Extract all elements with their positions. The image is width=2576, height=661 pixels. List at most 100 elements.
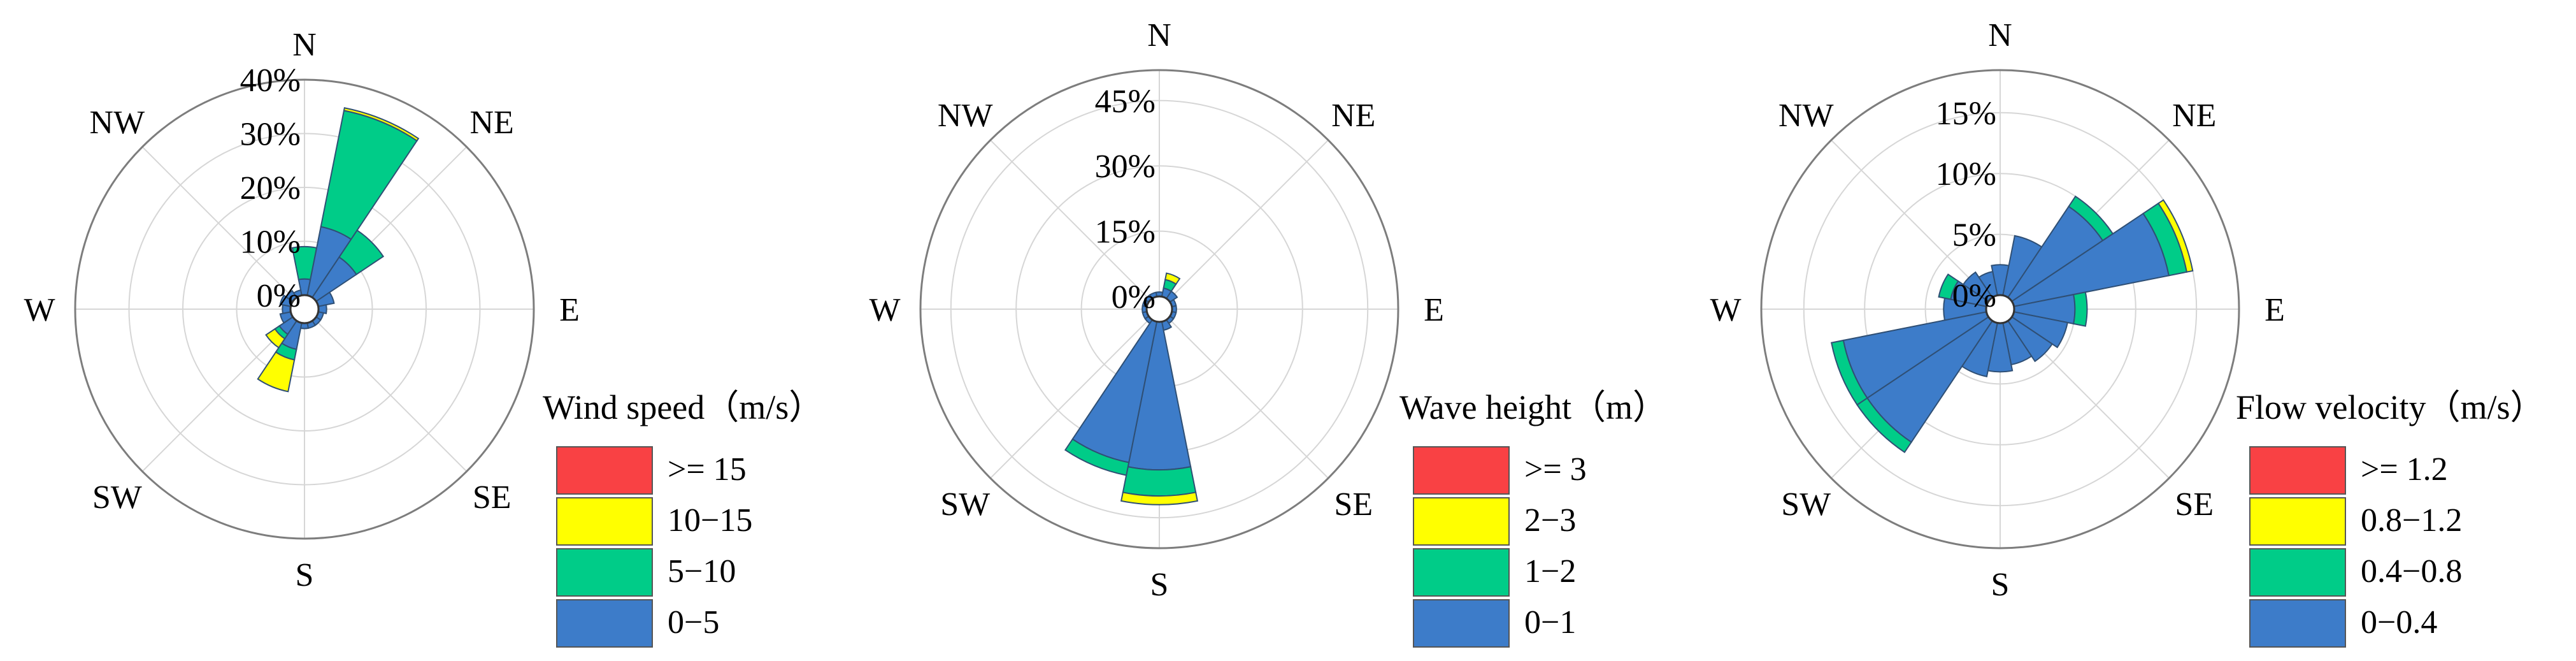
radial-tick-label: 0% — [1112, 279, 1156, 316]
direction-label: NE — [1331, 98, 1375, 134]
legend: Flow velocity（m/s） >= 1.2 0.8−1.2 0.4−0.8 0−… — [2236, 388, 2545, 648]
bar-segment — [265, 328, 286, 349]
direction-label: SW — [1781, 486, 1831, 523]
legend-swatch — [2249, 497, 2346, 546]
direction-label: E — [559, 292, 580, 328]
direction-label: W — [869, 292, 900, 328]
legend-swatch — [556, 599, 653, 648]
legend-label: 0.4−0.8 — [2361, 553, 2462, 590]
radial-tick-label: 45% — [1095, 84, 1156, 120]
direction-label: S — [296, 557, 314, 593]
legend-label: 5−10 — [668, 553, 736, 590]
radial-tick-label: 5% — [1952, 217, 1996, 254]
bars — [257, 107, 420, 393]
bar-segment — [2157, 199, 2194, 273]
grid-ring — [1803, 112, 2198, 507]
legend-swatch — [556, 497, 653, 546]
direction-label: W — [1710, 292, 1741, 328]
bar-segment — [343, 107, 420, 142]
wind-rose-1: 0% 10% 20% 30% 40%N NE E SE S SW W NW Wind speed（m/s… — [24, 27, 823, 648]
spoke-line — [990, 140, 1151, 301]
direction-label: N — [292, 27, 317, 63]
legend: Wind speed（m/s） >= 15 10−15 5−10 0−5 — [543, 388, 823, 648]
bar-segment — [1938, 273, 1959, 300]
wind-rose-3: 0% 5% 10% 15% N NE E SE S SW W NW Flow velocity（m/s）… — [1710, 17, 2545, 648]
direction-label: NE — [2172, 98, 2216, 134]
polar-grid — [74, 78, 535, 540]
radial-tick-label: 20% — [240, 170, 301, 207]
direction-label: SE — [473, 479, 512, 516]
legend-swatch — [556, 446, 653, 495]
radial-tick-label: 10% — [1936, 156, 1996, 192]
spoke-line — [1831, 140, 1991, 300]
grid-ring — [950, 99, 1369, 519]
grid-ring — [128, 133, 481, 486]
legend-swatch — [1413, 548, 1510, 597]
direction-label: SW — [940, 486, 990, 523]
radial-tick-label: 30% — [1095, 149, 1156, 185]
direction-label: NW — [1778, 98, 1834, 134]
bar-segment — [1122, 466, 1197, 497]
grid-ring — [182, 187, 427, 432]
center-hole — [289, 294, 320, 324]
legend-label: >= 1.2 — [2361, 451, 2448, 488]
direction-label: SE — [1334, 486, 1373, 523]
legend-swatch — [1413, 599, 1510, 648]
direction-label: N — [1147, 17, 1171, 54]
bar-segment — [1064, 438, 1130, 476]
direction-label: NW — [938, 98, 993, 134]
direction-label: W — [24, 292, 55, 328]
direction-label: NW — [90, 105, 145, 141]
spoke-line — [990, 317, 1151, 479]
bar-segment — [2072, 291, 2088, 327]
direction-label: S — [1150, 567, 1169, 603]
center-hole — [1985, 294, 2015, 324]
bar-segment — [1120, 491, 1199, 505]
legend-label: 0−1 — [1524, 604, 1576, 641]
legend-label: 0−5 — [668, 604, 719, 641]
legend-title: Flow velocity（m/s） — [2236, 388, 2545, 426]
bar-segment — [338, 229, 385, 275]
bar-segment — [257, 351, 296, 393]
radial-tick-label: 0% — [257, 278, 301, 314]
legend-label: >= 3 — [1524, 451, 1587, 488]
legend-swatch — [556, 548, 653, 597]
legend: Wave height（m） >= 3 2−3 1−2 0−1 — [1399, 388, 1667, 648]
legend-swatch — [1413, 497, 1510, 546]
radial-tick-label: 10% — [240, 224, 301, 261]
radial-tick-label: 0% — [1952, 278, 1996, 314]
spoke-line — [1168, 140, 1329, 301]
radial-tick-label: 40% — [240, 62, 301, 99]
radial-tick-label: 30% — [240, 117, 301, 153]
grid-ring — [236, 240, 373, 378]
legend-label: 10−15 — [668, 502, 752, 539]
radial-tick-label: 15% — [1095, 214, 1156, 251]
grid-ring — [1864, 173, 2136, 446]
legend-label: 0.8−1.2 — [2361, 502, 2462, 539]
direction-label: N — [1988, 17, 2012, 54]
outer-ring — [1760, 69, 2240, 549]
legend-swatch — [2249, 599, 2346, 648]
direction-label: SE — [2175, 486, 2214, 523]
legend-label: >= 15 — [668, 451, 747, 488]
legend-label: 0−0.4 — [2361, 604, 2437, 641]
legend-swatch — [1413, 446, 1510, 495]
direction-label: NE — [469, 105, 513, 141]
legend-label: 1−2 — [1524, 553, 1576, 590]
legend-swatch — [2249, 446, 2346, 495]
bar-segment — [1164, 272, 1181, 286]
bar-segment — [1830, 339, 1868, 406]
direction-label: SW — [92, 479, 142, 516]
direction-label: E — [2265, 292, 2285, 328]
radial-tick-label: 15% — [1936, 96, 1996, 132]
center-hole — [1145, 295, 1173, 323]
legend-label: 2−3 — [1524, 502, 1576, 539]
legend-title: Wave height（m） — [1399, 388, 1667, 426]
direction-label: S — [1991, 567, 2010, 603]
direction-label: E — [1424, 292, 1444, 328]
spoke-line — [1168, 317, 1329, 479]
legend-swatch — [2249, 548, 2346, 597]
outer-ring — [919, 69, 1399, 549]
outer-ring — [74, 78, 535, 540]
